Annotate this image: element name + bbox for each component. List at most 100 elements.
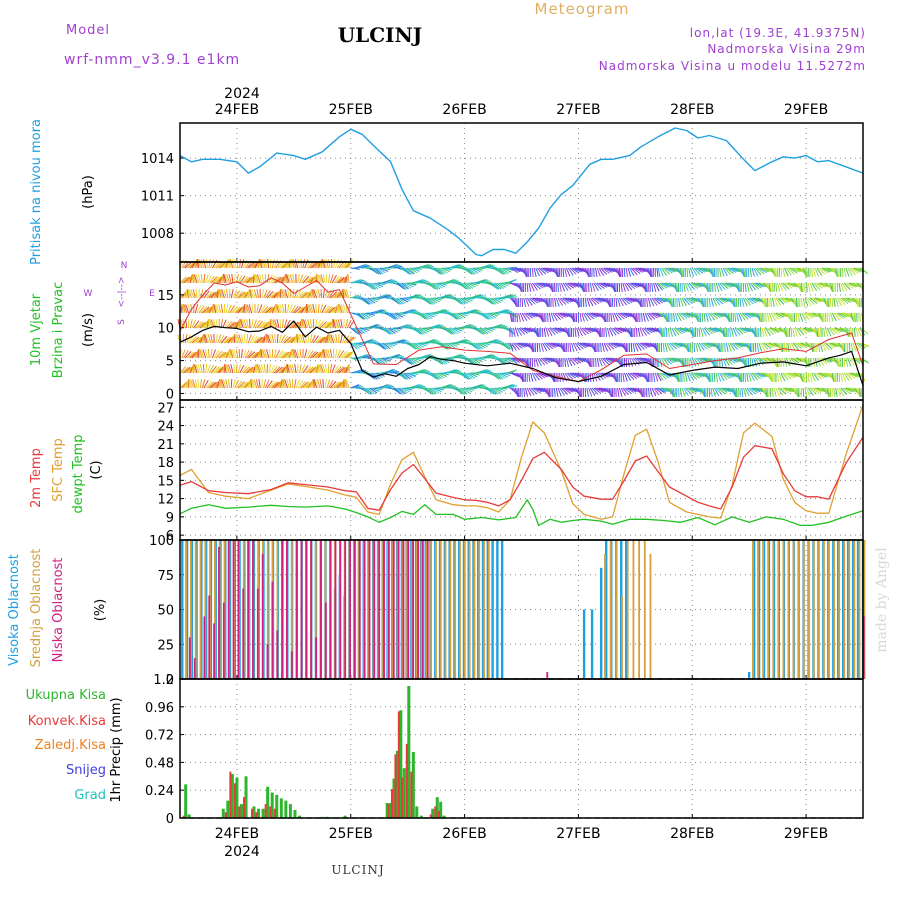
- wind-arrow: [710, 387, 713, 397]
- wind-arrow: [295, 379, 300, 389]
- precip-total-bar: [187, 814, 191, 818]
- wind-arrow: [720, 267, 725, 277]
- wind-arrow: [377, 310, 387, 314]
- wind-arrow: [765, 342, 774, 348]
- wind-arrow: [543, 327, 547, 337]
- wind-arrow: [741, 387, 744, 397]
- wind-arrow: [262, 259, 266, 269]
- cloud-bar: [843, 540, 846, 679]
- cloud-bar: [222, 602, 225, 679]
- wind-arrow: [743, 312, 752, 319]
- wind-side-label-2: Brzina i Pravac: [51, 282, 66, 379]
- wind-arrow: [474, 357, 483, 363]
- wind-arrow: [795, 387, 799, 397]
- wind-arrow: [208, 275, 216, 284]
- wind-arrow: [208, 364, 215, 374]
- wind-arrow: [559, 297, 567, 305]
- wind-arrow: [610, 387, 613, 398]
- wind-arrow: [588, 297, 594, 307]
- wind-arrow: [362, 266, 372, 269]
- wind-arrow: [625, 267, 628, 277]
- wind-arrow: [691, 357, 697, 367]
- top-day-label: 29FEB: [784, 102, 828, 118]
- cloud-bar: [200, 540, 203, 679]
- y-tick-label: 0.24: [145, 784, 174, 799]
- wind-arrow: [627, 267, 632, 277]
- wind-arrow: [468, 357, 476, 365]
- wind-arrow: [632, 267, 641, 274]
- wind-arrow: [591, 297, 600, 304]
- cloud-bar: [546, 672, 549, 679]
- wind-arrow: [276, 333, 279, 344]
- wind-arrow: [187, 289, 191, 299]
- wind-arrow: [434, 282, 443, 289]
- wind-arrow: [773, 267, 776, 277]
- wind-arrow: [627, 387, 637, 393]
- cloud-bar: [435, 540, 437, 679]
- wind-arrow: [320, 274, 324, 284]
- wind-arrow: [502, 357, 511, 364]
- wind-arrow: [217, 334, 222, 344]
- wind-arrow: [312, 335, 319, 344]
- cloud-bar: [782, 540, 785, 679]
- wind-arrow: [641, 327, 647, 336]
- wind-arrow: [666, 312, 668, 323]
- wind-arrow: [806, 312, 815, 318]
- wind-arrow: [772, 297, 775, 307]
- wind-arrow: [426, 297, 434, 305]
- wind-arrow: [825, 342, 833, 350]
- wind-arrow: [743, 297, 748, 307]
- wind-arrow: [535, 387, 545, 392]
- wind-arrow: [789, 312, 792, 322]
- wind-arrow: [388, 327, 396, 334]
- wind-arrow: [855, 342, 863, 350]
- wind-arrow: [813, 282, 821, 290]
- wind-arrow: [664, 357, 672, 365]
- wind-arrow: [518, 312, 521, 322]
- wind-arrow: [686, 342, 689, 352]
- wind-gust-line: [179, 277, 864, 383]
- wind-arrow: [362, 297, 370, 305]
- wind-arrow: [521, 312, 528, 321]
- wind-arrow: [393, 312, 401, 319]
- precip-legend: Ukupna Kisa Konvek.Kisa Zaledj.Kisa Snij…: [26, 688, 106, 803]
- wind-arrow: [179, 365, 187, 374]
- wind-arrow: [857, 297, 860, 308]
- wind-arrow: [335, 276, 343, 284]
- wind-arrow: [214, 304, 219, 314]
- wind-arrow: [325, 259, 330, 269]
- wind-arrow: [352, 279, 361, 284]
- wind-arrow: [526, 282, 529, 293]
- cloud-bar: [468, 540, 471, 679]
- cloud-bar: [817, 540, 820, 679]
- wind-arrow: [794, 297, 797, 307]
- dewpt-line: [179, 499, 864, 527]
- wind-arrow: [206, 364, 211, 374]
- wind-arrow: [256, 274, 261, 284]
- wind-arrow: [648, 312, 656, 320]
- wind-arrow: [342, 289, 347, 299]
- wind-arrow: [702, 342, 711, 349]
- wind-arrow: [693, 342, 696, 353]
- wind-arrow: [311, 261, 319, 269]
- wind-arrow: [807, 282, 811, 292]
- wind-arrow: [352, 295, 362, 299]
- wind-arrow: [739, 372, 742, 383]
- wind-arrow: [845, 267, 850, 277]
- wind-arrow: [681, 357, 684, 367]
- wind-arrow: [722, 372, 731, 379]
- cloud-bar: [807, 540, 810, 679]
- wind-arrow: [374, 267, 382, 275]
- wind-arrow: [686, 372, 691, 382]
- wind-arrow: [192, 379, 196, 389]
- cloud-bar: [314, 540, 317, 679]
- wind-arrow: [401, 267, 410, 275]
- y-tick-label: 25: [157, 638, 174, 653]
- wind-arrow: [651, 312, 661, 318]
- wind-arrow: [215, 334, 218, 344]
- wind-arrow: [477, 369, 487, 374]
- wind-arrow: [642, 282, 647, 292]
- wind-arrow: [205, 349, 208, 359]
- wind-arrow: [299, 274, 304, 284]
